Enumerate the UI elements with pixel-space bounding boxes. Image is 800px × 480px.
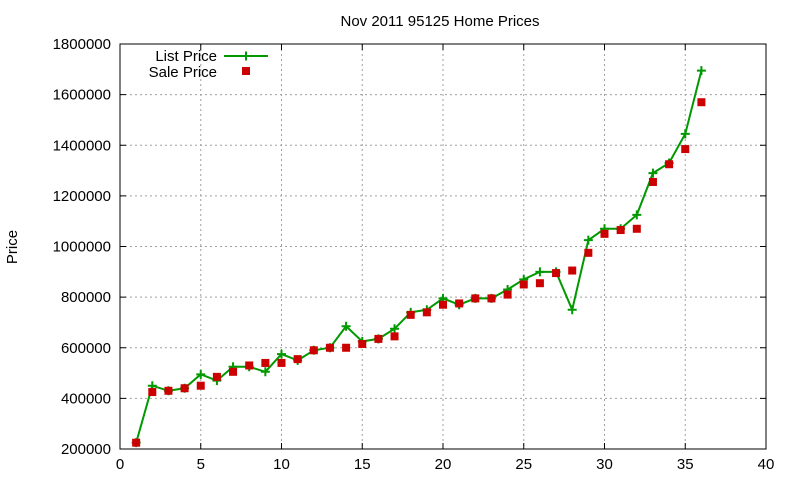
sale-price-point <box>552 269 561 278</box>
sale-price-point <box>503 290 512 299</box>
sale-price-point <box>616 226 625 235</box>
sale-price-point <box>293 355 302 364</box>
y-tick-label: 200000 <box>61 441 111 458</box>
y-axis-label: Price <box>4 230 21 264</box>
list-price-point <box>583 235 593 245</box>
sale-price-point <box>535 279 544 288</box>
y-tick-label: 1600000 <box>53 87 111 104</box>
y-tick-label: 1800000 <box>53 36 111 53</box>
sale-price-point <box>148 388 157 397</box>
x-axis: 0 5 10 15 20 25 30 35 40 <box>116 44 775 473</box>
x-tick-label: 25 <box>515 456 532 473</box>
x-tick-label: 5 <box>197 456 205 473</box>
legend-label-sale-price: Sale Price <box>149 64 217 81</box>
legend-label-list-price: List Price <box>155 48 217 65</box>
sale-price-point <box>196 381 205 390</box>
sale-price-point <box>519 280 528 289</box>
sale-price-point <box>406 310 415 319</box>
sale-price-point <box>439 300 447 309</box>
sale-price-point <box>568 266 577 275</box>
sale-price-point <box>390 332 399 341</box>
legend-marker-list-price <box>241 51 251 61</box>
y-axis: 200000 400000 600000 800000 1000000 1200000 14… <box>53 36 766 458</box>
sale-price-point <box>681 145 690 154</box>
sale-price-point <box>164 386 173 395</box>
list-price-point <box>196 369 206 379</box>
sale-price-point <box>180 384 189 393</box>
sale-price-point <box>245 361 254 370</box>
y-tick-label: 600000 <box>61 340 111 357</box>
list-price-point <box>567 305 577 315</box>
list-price-point <box>632 210 642 220</box>
sale-price-point <box>422 308 431 317</box>
list-price-line <box>135 70 703 443</box>
sale-price-point <box>471 294 480 303</box>
y-tick-label: 800000 <box>61 289 111 306</box>
x-tick-label: 20 <box>435 456 452 473</box>
sale-price-point <box>584 248 593 257</box>
x-tick-label: 35 <box>677 456 694 473</box>
sale-price-point <box>487 294 496 303</box>
y-tick-label: 1400000 <box>53 137 111 154</box>
list-price-point <box>341 321 351 331</box>
list-price-point <box>535 267 545 277</box>
sale-price-point <box>697 98 706 107</box>
sale-price-point <box>374 334 383 343</box>
chart-title: Nov 2011 95125 Home Prices <box>341 13 540 30</box>
grid-lines <box>120 44 766 449</box>
sale-price-point <box>342 343 351 352</box>
list-price-point <box>648 168 658 178</box>
sale-price-point <box>665 160 674 169</box>
sale-price-point <box>212 372 221 381</box>
sale-price-point <box>600 229 609 238</box>
y-tick-label: 400000 <box>61 390 111 407</box>
x-tick-label: 0 <box>116 456 124 473</box>
x-tick-label: 15 <box>354 456 371 473</box>
legend-marker-sale-price <box>242 67 250 75</box>
list-price-point <box>696 66 706 76</box>
list-price-point <box>260 367 270 377</box>
sale-price-point <box>132 438 141 447</box>
x-tick-label: 10 <box>273 456 290 473</box>
y-tick-label: 1200000 <box>53 188 111 205</box>
sale-price-point <box>229 367 238 376</box>
sale-price-point <box>309 346 318 355</box>
sale-price-point <box>277 358 286 367</box>
list-price-point <box>390 324 400 334</box>
y-tick-label: 1000000 <box>53 239 111 256</box>
list-price-point <box>680 129 690 139</box>
x-tick-label: 30 <box>596 456 613 473</box>
sale-price-point <box>261 358 270 367</box>
sale-price-point <box>455 299 464 308</box>
list-price-point <box>277 349 286 359</box>
x-tick-label: 40 <box>758 456 775 473</box>
series-layer <box>131 66 706 448</box>
sale-price-point <box>648 177 657 186</box>
sale-price-point <box>325 343 334 352</box>
sale-price-point <box>632 224 641 233</box>
sale-price-point <box>358 339 367 348</box>
